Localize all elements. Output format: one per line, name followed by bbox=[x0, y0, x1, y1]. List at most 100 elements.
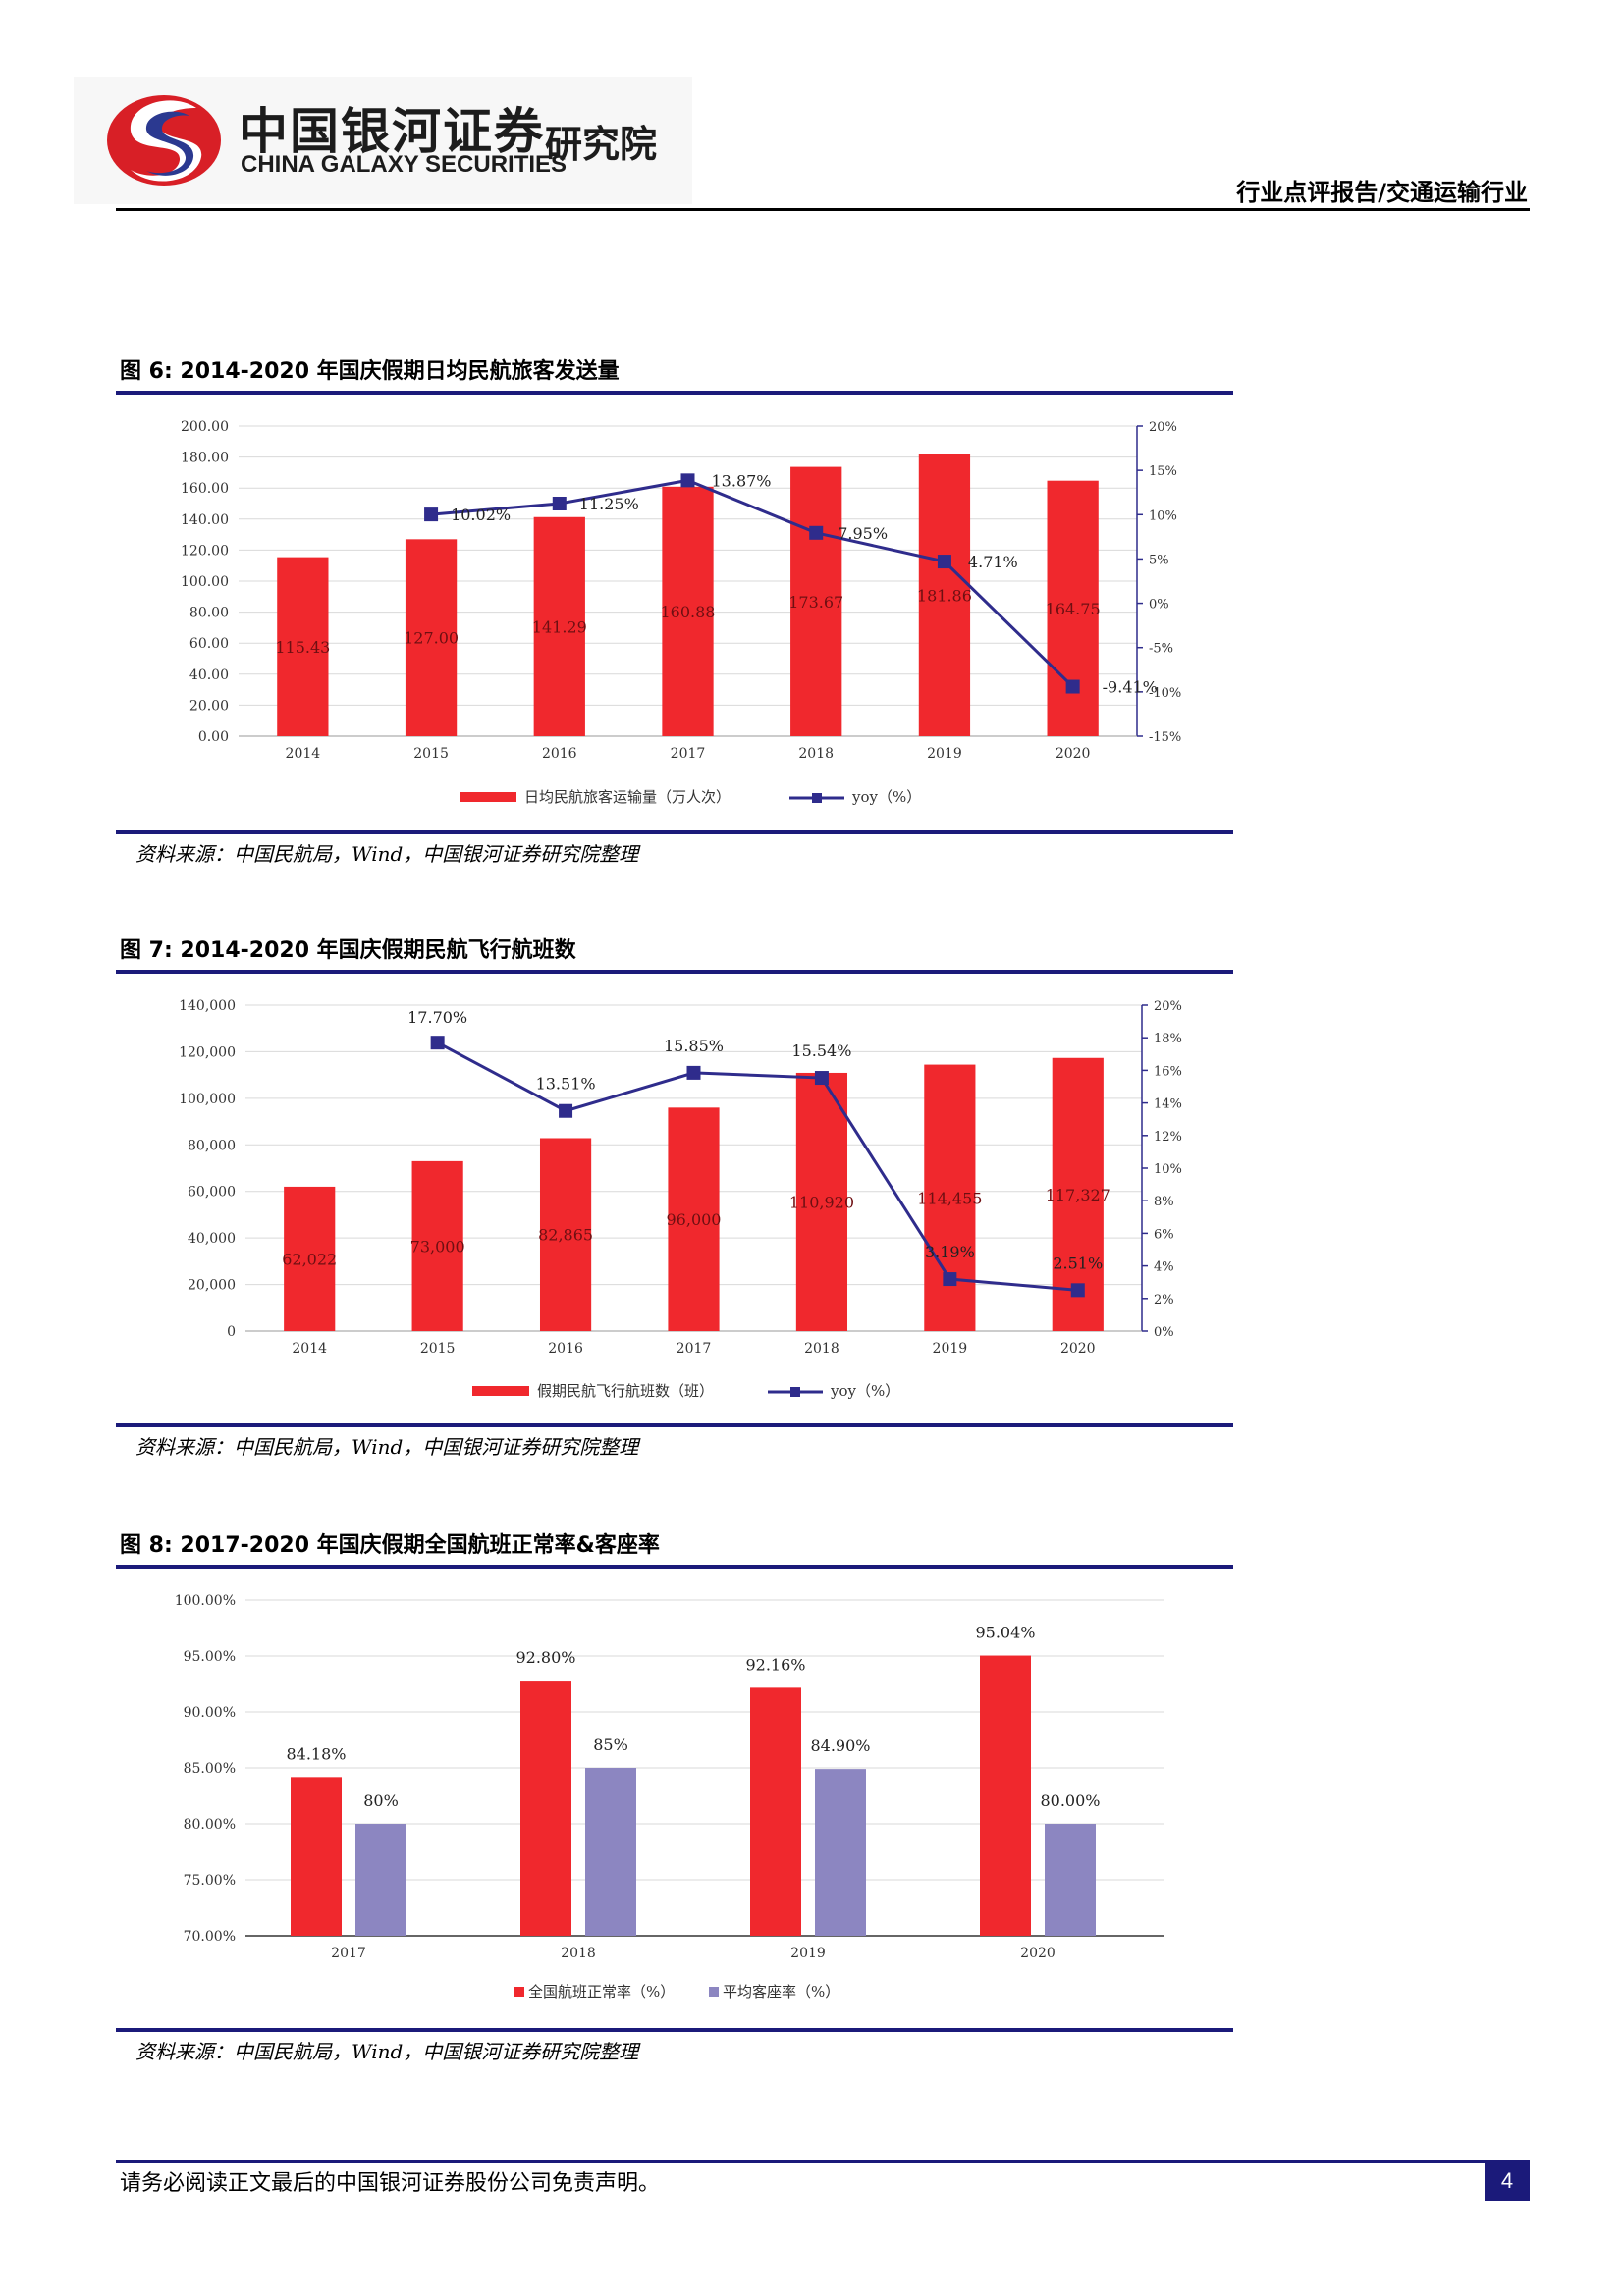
right-axis-tick-label: 10% bbox=[1149, 508, 1177, 523]
figure-7-title: 图 7: 2014-2020 年国庆假期民航飞行航班数 bbox=[120, 938, 576, 963]
right-axis-tick-label: 2% bbox=[1154, 1293, 1174, 1308]
bar-value-label: 95.04% bbox=[975, 1624, 1035, 1642]
x-axis-tick-label: 2018 bbox=[804, 1341, 839, 1357]
yoy-line bbox=[436, 1041, 1078, 1292]
legend-label-ontime: 全国航班正常率（%） bbox=[528, 1983, 675, 2001]
bar bbox=[815, 1769, 866, 1936]
bar-value-label: 114,455 bbox=[917, 1189, 982, 1207]
right-axis-tick-label: 4% bbox=[1154, 1260, 1174, 1275]
right-axis-tick-label: 6% bbox=[1154, 1227, 1174, 1242]
left-axis-tick-label: 120.00 bbox=[181, 543, 229, 559]
left-axis-tick-label: 75.00% bbox=[184, 1873, 236, 1889]
left-axis-tick-label: 40.00 bbox=[189, 667, 229, 683]
bar-value-label: 84.18% bbox=[286, 1744, 346, 1763]
left-axis-tick-label: 20.00 bbox=[189, 698, 229, 714]
x-axis-tick-label: 2015 bbox=[420, 1341, 456, 1357]
left-axis-tick-label: 180.00 bbox=[181, 451, 229, 466]
bar-value-label: 115.43 bbox=[275, 638, 330, 657]
header-divider bbox=[116, 208, 1530, 211]
bar bbox=[291, 1777, 342, 1936]
x-axis-tick-label: 2019 bbox=[933, 1341, 968, 1357]
bar-value-label: 92.16% bbox=[745, 1655, 805, 1674]
bar-value-label: 96,000 bbox=[667, 1210, 722, 1229]
bar-value-label: 141.29 bbox=[532, 617, 587, 636]
x-axis-tick-label: 2019 bbox=[790, 1946, 826, 1961]
x-axis-tick-label: 2016 bbox=[542, 746, 577, 762]
left-axis-tick-label: 200.00 bbox=[181, 419, 229, 435]
yoy-value-label: 13.87% bbox=[712, 471, 772, 490]
footer-divider bbox=[116, 2160, 1530, 2163]
right-axis-tick-label: 0% bbox=[1149, 598, 1169, 613]
yoy-marker bbox=[680, 473, 695, 488]
bar-value-label: 127.00 bbox=[404, 629, 459, 648]
left-axis-tick-label: 80.00 bbox=[189, 606, 229, 621]
yoy-value-label: 17.70% bbox=[407, 1008, 467, 1027]
figure-6-title: 图 6: 2014-2020 年国庆假期日均民航旅客发送量 bbox=[120, 359, 620, 384]
bar-value-label: 92.80% bbox=[515, 1648, 575, 1667]
bar bbox=[411, 1160, 463, 1331]
bar bbox=[750, 1687, 801, 1936]
figure-7-chart: 0 20,000 40,000 60,000 80,000 100,000 120,000 1… bbox=[179, 998, 1182, 1400]
figure-7-source: 资料来源：中国民航局，Wind，中国银河证券研究院整理 bbox=[135, 1435, 639, 1459]
legend-bar-swatch bbox=[472, 1386, 529, 1396]
bar bbox=[980, 1655, 1031, 1936]
yoy-marker bbox=[552, 497, 567, 510]
yoy-marker bbox=[1070, 1283, 1085, 1298]
yoy-marker bbox=[686, 1065, 701, 1080]
x-axis-tick-label: 2016 bbox=[548, 1341, 583, 1357]
figure-8-top-rule bbox=[116, 1565, 1233, 1569]
bar bbox=[1045, 1824, 1096, 1936]
right-axis-tick-label: -5% bbox=[1149, 642, 1173, 657]
report-type: 行业点评报告/交通运输行业 bbox=[1236, 179, 1528, 206]
left-axis-tick-label: 100.00% bbox=[175, 1593, 236, 1609]
right-axis-tick-label: -15% bbox=[1149, 730, 1181, 745]
right-axis-tick-label: 0% bbox=[1154, 1325, 1174, 1340]
right-axis-tick-label: 16% bbox=[1154, 1064, 1182, 1079]
left-axis-tick-label: 140,000 bbox=[179, 998, 236, 1014]
x-axis-tick-label: 2018 bbox=[561, 1946, 596, 1961]
figure-6-bottom-rule bbox=[116, 830, 1233, 834]
yoy-value-label: 7.95% bbox=[838, 524, 888, 543]
right-axis-tick-label: 10% bbox=[1154, 1162, 1182, 1177]
bar-value-label: 62,022 bbox=[282, 1250, 337, 1268]
x-axis-tick-label: 2014 bbox=[286, 746, 321, 762]
yoy-marker bbox=[943, 1272, 957, 1287]
bar bbox=[790, 466, 842, 736]
x-axis-tick-label: 2014 bbox=[292, 1341, 327, 1357]
right-axis-tick-label: 12% bbox=[1154, 1130, 1182, 1145]
page-number: 4 bbox=[1485, 2162, 1530, 2201]
x-axis-tick-label: 2015 bbox=[413, 746, 449, 762]
left-axis-tick-label: 90.00% bbox=[184, 1705, 236, 1721]
yoy-value-label: 15.85% bbox=[664, 1037, 724, 1055]
logo-institute: 研究院 bbox=[545, 123, 658, 166]
yoy-marker bbox=[559, 1103, 573, 1118]
legend-line-label: yoy（%） bbox=[830, 1382, 899, 1400]
yoy-marker bbox=[430, 1036, 445, 1050]
left-axis-tick-label: 95.00% bbox=[184, 1649, 236, 1665]
legend-bar-label: 日均民航旅客运输量（万人次） bbox=[524, 788, 731, 806]
left-axis-tick-label: 120,000 bbox=[179, 1044, 236, 1060]
left-axis-tick-label: 140.00 bbox=[181, 512, 229, 528]
yoy-marker bbox=[937, 555, 951, 569]
left-axis-tick-label: 0 bbox=[227, 1324, 236, 1340]
x-axis-tick-label: 2017 bbox=[671, 746, 706, 762]
bar-value-label: 85% bbox=[593, 1735, 628, 1754]
figure-6-top-rule bbox=[116, 391, 1233, 395]
figure-8-bottom-rule bbox=[116, 2028, 1233, 2032]
bar bbox=[277, 557, 329, 736]
left-axis-tick-label: 85.00% bbox=[184, 1761, 236, 1777]
yoy-value-label: 13.51% bbox=[536, 1075, 596, 1094]
left-axis-tick-label: 100,000 bbox=[179, 1092, 236, 1107]
yoy-marker bbox=[814, 1071, 829, 1086]
left-axis-tick-label: 0.00 bbox=[198, 729, 229, 745]
bar-value-label: 73,000 bbox=[410, 1237, 465, 1255]
bar-value-label: 80% bbox=[363, 1791, 399, 1810]
company-logo: 中国银河证券 CHINA GALAXY SECURITIES 研究院 bbox=[74, 77, 692, 204]
yoy-value-label: 15.54% bbox=[791, 1041, 851, 1060]
yoy-marker bbox=[424, 507, 439, 522]
bar bbox=[918, 454, 971, 736]
bar bbox=[405, 539, 458, 736]
bar bbox=[924, 1064, 976, 1331]
yoy-value-label: 3.19% bbox=[925, 1243, 975, 1261]
left-axis-tick-label: 70.00% bbox=[184, 1929, 236, 1945]
